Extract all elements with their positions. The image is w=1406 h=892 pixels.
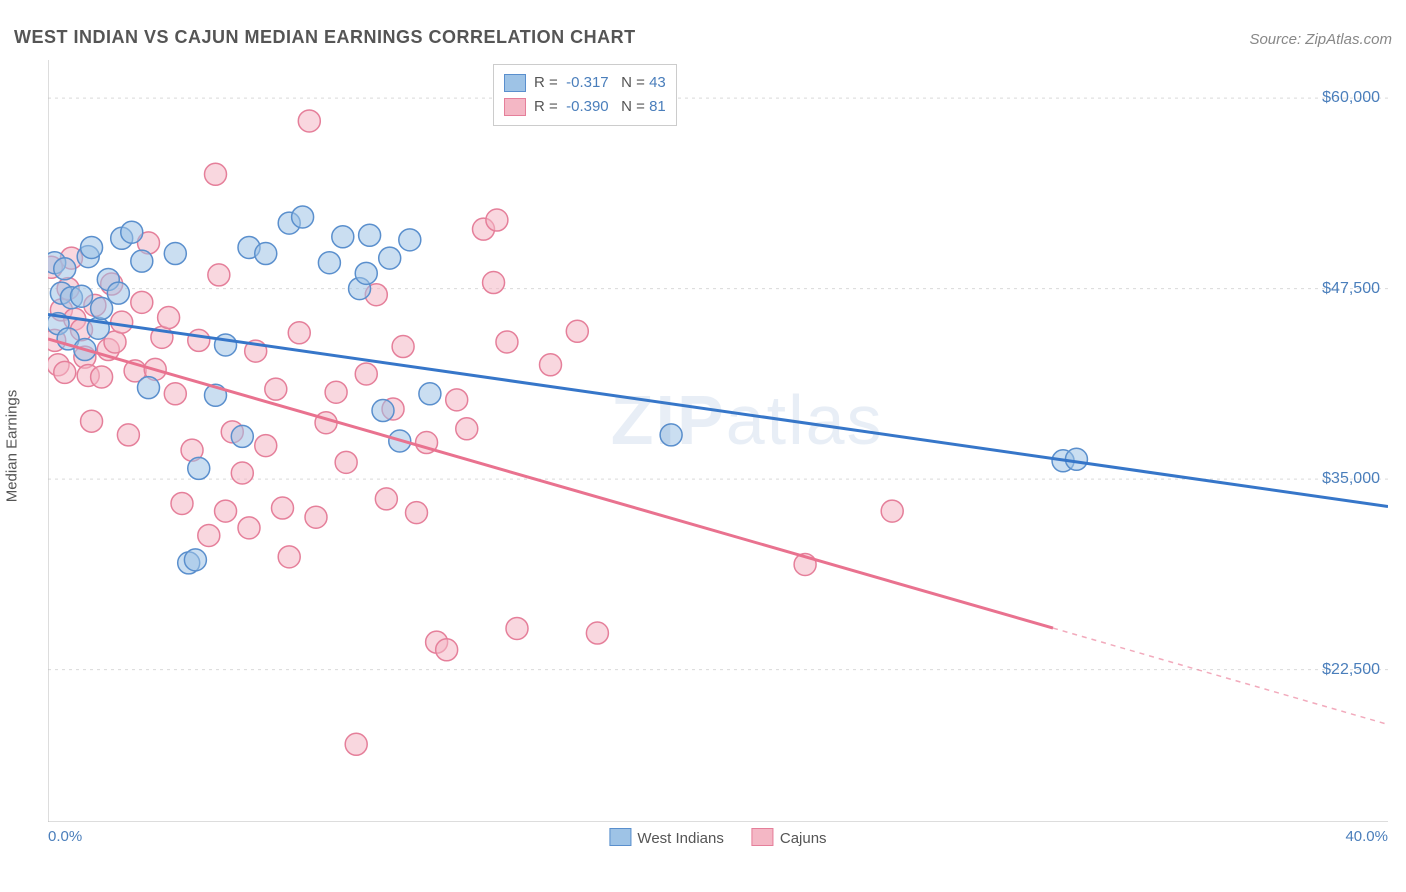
series-legend: West Indians Cajuns [609,828,826,847]
y-axis-label: Median Earnings [4,390,21,503]
plot-area: ZIPatlas R = -0.317 N = 43R = -0.390 N =… [48,60,1388,822]
legend-item: Cajuns [752,828,827,847]
chart-title: WEST INDIAN VS CAJUN MEDIAN EARNINGS COR… [14,27,636,48]
legend-row: R = -0.317 N = 43 [504,71,666,95]
y-tick: $22,500 [1322,661,1380,679]
y-tick: $47,500 [1322,280,1380,298]
legend-row: R = -0.390 N = 81 [504,95,666,119]
x-axis-start: 0.0% [48,828,82,845]
source-label: Source: ZipAtlas.com [1249,31,1392,48]
y-tick: $60,000 [1322,89,1380,107]
x-axis-end: 40.0% [1345,828,1388,845]
y-tick: $35,000 [1322,470,1380,488]
scatter-chart [48,60,1388,822]
correlation-legend: R = -0.317 N = 43R = -0.390 N = 81 [493,64,677,126]
legend-item: West Indians [609,828,723,847]
